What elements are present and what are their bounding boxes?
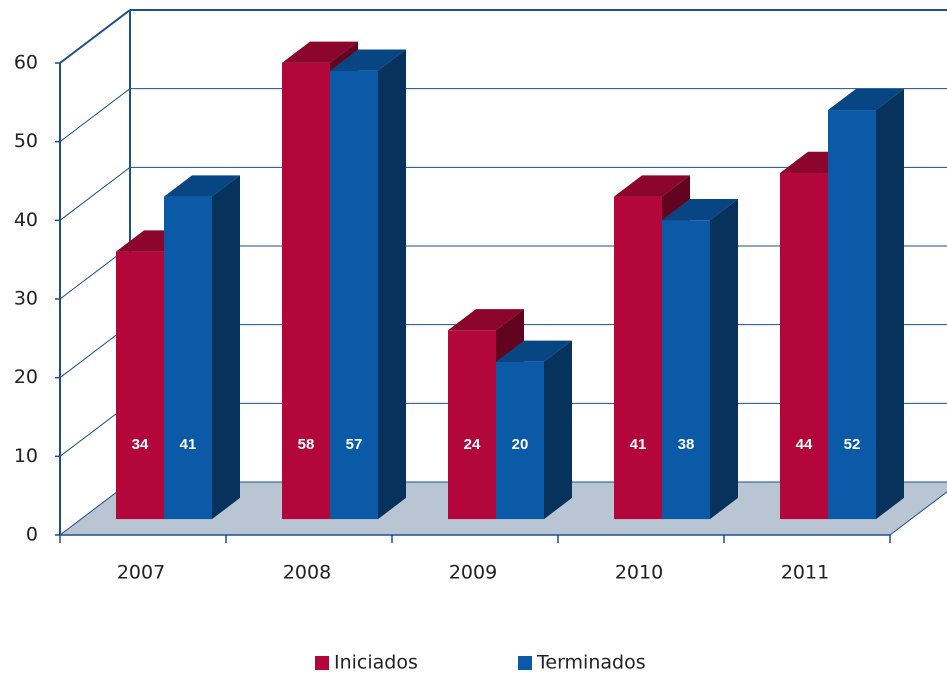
value-label: 44 bbox=[796, 436, 813, 453]
x-tick-label: 2009 bbox=[449, 562, 497, 584]
y-tick-label: 0 bbox=[26, 524, 38, 546]
value-label: 52 bbox=[844, 436, 861, 453]
value-label: 20 bbox=[512, 436, 529, 453]
bar-top bbox=[330, 49, 406, 71]
bar bbox=[828, 88, 904, 520]
bar bbox=[330, 49, 406, 520]
x-tick-label: 2011 bbox=[781, 562, 829, 584]
value-label: 38 bbox=[678, 436, 695, 453]
legend-swatch bbox=[315, 656, 329, 670]
bar bbox=[662, 198, 738, 520]
bar-front bbox=[828, 110, 876, 520]
bar-front bbox=[282, 62, 330, 520]
legend-swatch bbox=[518, 656, 532, 670]
legend-label: Terminados bbox=[536, 652, 646, 674]
bar-front bbox=[448, 330, 496, 520]
bar-side bbox=[378, 49, 406, 520]
y-tick-label: 30 bbox=[14, 288, 38, 310]
bar-front bbox=[116, 251, 164, 520]
grid-side bbox=[59, 166, 131, 221]
x-tick-label: 2008 bbox=[283, 562, 331, 584]
bar-top bbox=[164, 175, 240, 197]
bar-front bbox=[662, 220, 710, 520]
y-tick-label: 20 bbox=[14, 366, 38, 388]
bar-top bbox=[662, 198, 738, 221]
bar-top bbox=[282, 41, 358, 63]
grid-side bbox=[59, 88, 131, 143]
value-label: 57 bbox=[346, 436, 363, 453]
bar-front bbox=[780, 172, 828, 520]
bar-side bbox=[710, 198, 738, 520]
bar bbox=[496, 340, 572, 520]
value-label: 58 bbox=[298, 436, 315, 453]
bar-top bbox=[828, 88, 904, 111]
side-wall-top bbox=[59, 9, 131, 64]
value-label: 41 bbox=[180, 436, 197, 453]
y-tick-label: 50 bbox=[14, 130, 38, 152]
bar-front bbox=[330, 70, 378, 520]
y-tick-label: 40 bbox=[14, 209, 38, 231]
x-tick-label: 2010 bbox=[615, 562, 663, 584]
bar-side bbox=[544, 340, 572, 520]
bar-top bbox=[614, 175, 690, 197]
bar-front bbox=[614, 196, 662, 520]
bar-top bbox=[448, 309, 524, 331]
value-label: 34 bbox=[132, 436, 149, 453]
y-tick-label: 60 bbox=[14, 52, 38, 74]
y-tick-label: 10 bbox=[14, 445, 38, 467]
bar-front bbox=[496, 361, 544, 520]
grid-line bbox=[59, 88, 947, 143]
bar bbox=[164, 175, 240, 520]
legend-label: Iniciados bbox=[334, 652, 418, 674]
bar-top bbox=[496, 340, 572, 362]
bar-front bbox=[164, 196, 212, 520]
bar-side bbox=[876, 88, 904, 520]
value-label: 24 bbox=[464, 436, 481, 453]
x-tick-label: 2007 bbox=[117, 562, 165, 584]
bar-side bbox=[212, 175, 240, 520]
value-label: 41 bbox=[630, 436, 647, 453]
